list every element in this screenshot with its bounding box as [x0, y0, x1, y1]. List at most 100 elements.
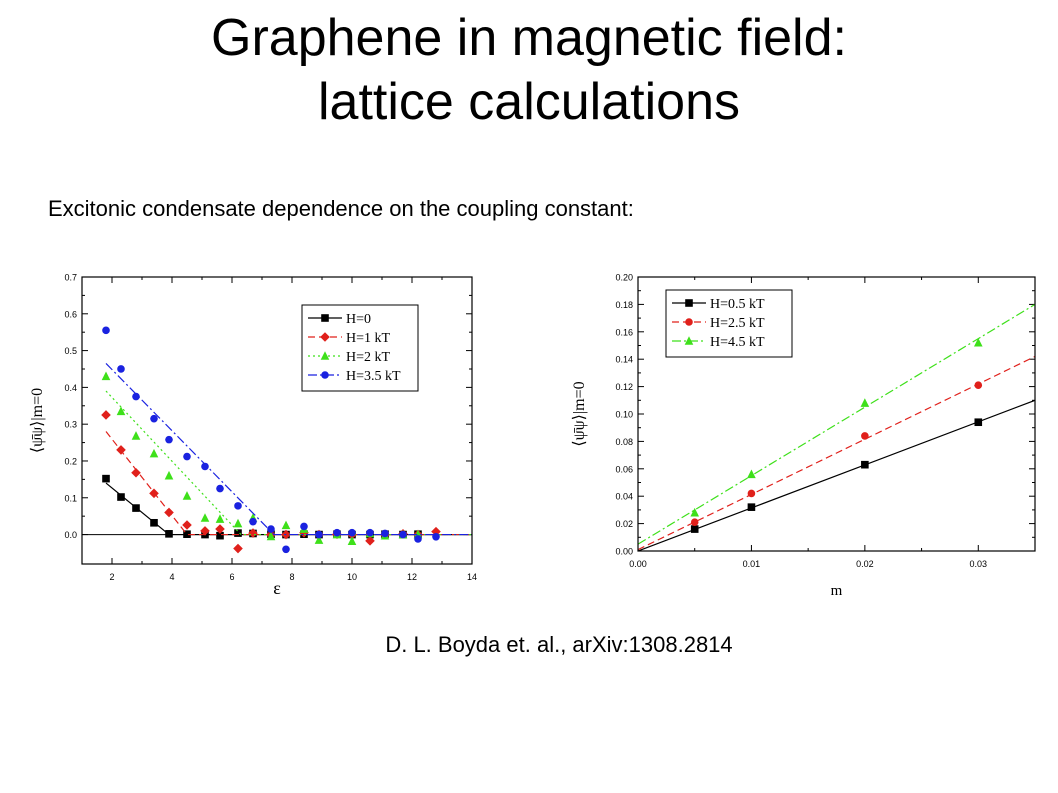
title-line-1: Graphene in magnetic field:: [211, 9, 847, 67]
x-axis-label: m: [831, 583, 843, 599]
plot-frame: [637, 276, 1036, 552]
data-point: [314, 535, 324, 544]
data-point: [861, 432, 869, 440]
data-point: [102, 326, 110, 335]
legend-entry: H=3.5 kT: [346, 369, 401, 384]
legend-entry: H=2.5 kT: [710, 316, 765, 331]
data-point: [116, 406, 126, 416]
y-tick-label: 0.06: [615, 464, 633, 474]
y-tick-label: 0.16: [615, 327, 633, 337]
data-point: [183, 452, 191, 461]
data-point: [281, 520, 291, 530]
data-point: [132, 504, 140, 512]
slide-subtitle: Excitonic condensate dependence on the c…: [48, 196, 634, 221]
y-tick-label: 0.08: [615, 437, 633, 447]
series-2: [101, 410, 472, 554]
series-3: [638, 303, 1035, 545]
data-point: [365, 536, 375, 546]
y-tick-label: 0.6: [64, 309, 77, 319]
data-point: [432, 532, 440, 541]
legend-entry: H=0: [346, 312, 371, 327]
data-point: [132, 392, 140, 401]
x-tick-label: 4: [169, 572, 174, 582]
x-tick-label: 14: [467, 572, 477, 582]
data-point: [234, 502, 242, 510]
y-tick-label: 0.5: [64, 346, 77, 356]
legend-marker: [321, 314, 329, 322]
slide-title: Graphene in magnetic field: lattice calc…: [0, 6, 1058, 134]
y-tick-label: 0.1: [64, 493, 77, 503]
data-point: [414, 535, 422, 543]
legend-marker: [685, 299, 693, 307]
legend-entry: H=4.5 kT: [710, 335, 765, 350]
x-tick-label: 2: [109, 572, 114, 582]
legend-marker: [321, 371, 329, 379]
data-point: [131, 467, 141, 478]
data-point: [200, 526, 210, 536]
y-tick-label: 0.20: [615, 273, 633, 283]
data-point: [117, 365, 125, 373]
data-point: [315, 530, 323, 539]
series-1: [638, 399, 1035, 551]
legend-marker: [684, 336, 694, 345]
y-tick-label: 0.4: [64, 383, 77, 393]
data-point: [149, 488, 159, 499]
data-point: [201, 462, 209, 471]
data-point: [215, 524, 225, 534]
data-point: [267, 525, 275, 533]
y-tick-label: 0.10: [615, 410, 633, 420]
fit-line: [105, 363, 472, 536]
data-point: [266, 531, 276, 541]
data-point: [860, 398, 870, 407]
data-point: [690, 518, 699, 527]
data-point: [348, 528, 356, 537]
data-point: [117, 493, 125, 501]
y-tick-label: 0.0: [64, 530, 77, 540]
data-point: [150, 414, 158, 423]
data-point: [747, 489, 756, 498]
fit-line: [638, 399, 1035, 551]
series-2: [638, 355, 1035, 551]
x-tick-label: 0.00: [629, 559, 647, 569]
fit-line: [638, 303, 1035, 545]
y-tick-label: 0.18: [615, 300, 633, 310]
data-point: [248, 528, 258, 538]
chart-condensate-vs-coupling: 0.0 0.1 0.2 0.3 0.4 0.5 0.6 0.7 2 4 6 8 10 12 14 ε ⟨ψ̄ψ⟩…: [29, 273, 477, 599]
data-point: [164, 470, 174, 480]
data-point: [366, 528, 374, 537]
x-tick-label: 0.01: [743, 559, 761, 569]
data-point: [216, 531, 224, 540]
y-tick-label: 0.02: [615, 519, 633, 529]
data-point: [381, 529, 389, 538]
x-axis-label: ε: [273, 578, 281, 598]
data-point: [150, 518, 158, 527]
y-tick-label: 0.12: [615, 382, 633, 392]
data-point: [234, 529, 242, 537]
data-point: [216, 484, 224, 493]
y-tick-label: 0.04: [615, 492, 633, 502]
data-point: [974, 381, 983, 390]
legend-marker: [685, 318, 693, 326]
data-point: [333, 528, 341, 537]
data-point: [182, 520, 192, 530]
series-3: [101, 371, 472, 545]
y-tick-label: 0.7: [64, 273, 77, 283]
data-point: [431, 526, 441, 537]
data-point: [233, 518, 243, 528]
legend: H=0 H=1 kT H=2 kT H=3.5 kT: [301, 304, 419, 392]
y-tick-label: 0.2: [64, 456, 77, 466]
data-point: [165, 530, 173, 538]
y-axis-label: ⟨ψ̄ψ⟩|m=0: [29, 388, 46, 453]
legend-entry: H=2 kT: [346, 350, 391, 365]
data-point: [164, 507, 174, 518]
y-tick-label: 0.3: [64, 420, 77, 430]
series-4: [102, 326, 472, 554]
data-point: [116, 445, 126, 455]
x-tick-label: 0.02: [856, 559, 874, 569]
chart-condensate-vs-mass: 0.00 0.02 0.04 0.06 0.08 0.10 0.12 0.14 0.16 0.18…: [571, 273, 1036, 599]
y-axis-label: ⟨ψ̄ψ⟩|m=0: [571, 381, 588, 446]
data-point: [101, 371, 111, 381]
data-point: [165, 435, 173, 444]
data-point: [131, 431, 141, 440]
data-point: [690, 525, 699, 533]
